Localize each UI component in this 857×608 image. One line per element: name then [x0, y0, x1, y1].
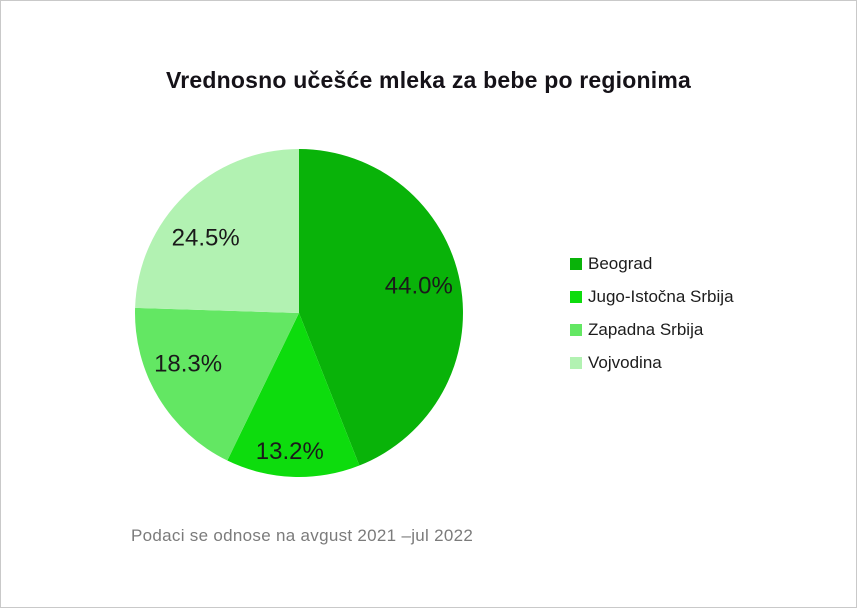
pie-slice-1: [227, 313, 360, 477]
legend-label: Vojvodina: [588, 352, 662, 372]
legend-item: Beograd: [570, 247, 734, 280]
legend-label: Jugo-Istočna Srbija: [588, 286, 734, 306]
legend-swatch: [570, 323, 582, 336]
slice-label: 44.0%: [385, 273, 453, 300]
legend-item: Zapadna Srbija: [570, 313, 734, 346]
pie-slice-3: [135, 149, 299, 313]
legend-swatch: [570, 290, 582, 303]
legend: Beograd Jugo-Istočna Srbija Zapadna Srbija…: [570, 247, 734, 379]
pie-slice-0: [299, 149, 463, 466]
legend-swatch: [570, 356, 582, 369]
pie-slice-2: [134, 307, 299, 461]
legend-label: Zapadna Srbija: [588, 319, 704, 339]
legend-swatch: [570, 257, 582, 270]
legend-item: Vojvodina: [570, 346, 734, 379]
slice-label: 13.2%: [256, 438, 324, 465]
legend-label: Beograd: [588, 253, 653, 273]
slice-label: 18.3%: [154, 350, 222, 377]
chart-title: Vrednosno učešće mleka za bebe po region…: [166, 67, 691, 93]
chart-footnote: Podaci se odnose na avgust 2021 –jul 202…: [131, 526, 474, 545]
pie-chart: 44.0% 13.2% 18.3% 24.5%: [134, 149, 463, 477]
slice-label: 24.5%: [172, 225, 240, 252]
legend-item: Jugo-Istočna Srbija: [570, 280, 734, 313]
